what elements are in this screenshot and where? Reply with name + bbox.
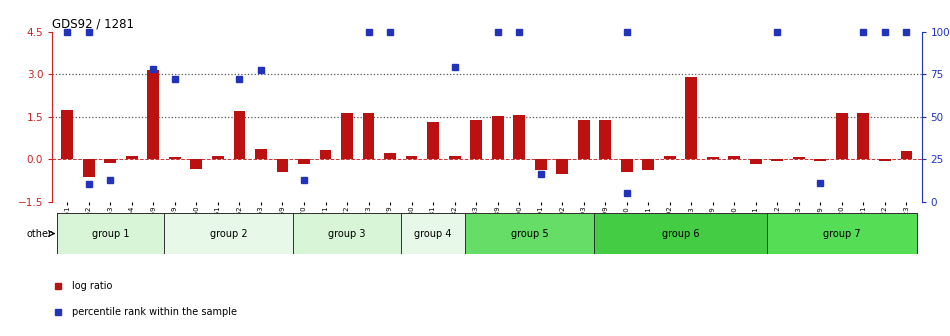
Bar bbox=[466, 213, 595, 254]
Bar bbox=[294, 213, 401, 254]
Bar bbox=[685, 77, 697, 159]
Bar bbox=[470, 120, 482, 159]
Text: log ratio: log ratio bbox=[72, 281, 112, 291]
Bar bbox=[164, 213, 294, 254]
Bar bbox=[767, 213, 917, 254]
Bar bbox=[578, 120, 590, 159]
Text: group 4: group 4 bbox=[414, 228, 452, 239]
Text: group 2: group 2 bbox=[210, 228, 248, 239]
Bar bbox=[104, 159, 116, 163]
Bar bbox=[126, 156, 138, 159]
Bar bbox=[901, 151, 912, 159]
Bar bbox=[620, 159, 633, 172]
Bar bbox=[707, 157, 719, 159]
Bar bbox=[169, 157, 180, 159]
Text: group 1: group 1 bbox=[91, 228, 129, 239]
Bar bbox=[319, 150, 332, 159]
Bar bbox=[492, 116, 504, 159]
Bar bbox=[191, 159, 202, 169]
Bar bbox=[298, 159, 310, 164]
Bar bbox=[255, 149, 267, 159]
Bar bbox=[814, 159, 826, 161]
Bar bbox=[599, 120, 611, 159]
Text: group 7: group 7 bbox=[823, 228, 861, 239]
Text: other: other bbox=[27, 228, 52, 239]
Bar bbox=[513, 115, 525, 159]
Bar bbox=[595, 213, 767, 254]
Bar bbox=[276, 159, 289, 172]
Bar bbox=[341, 113, 353, 159]
Bar bbox=[83, 159, 95, 177]
Bar bbox=[535, 159, 546, 170]
Bar bbox=[212, 156, 224, 159]
Text: group 5: group 5 bbox=[511, 228, 549, 239]
Bar bbox=[57, 213, 164, 254]
Bar bbox=[62, 110, 73, 159]
Bar bbox=[147, 70, 160, 159]
Bar bbox=[557, 159, 568, 174]
Bar bbox=[642, 159, 655, 170]
Bar bbox=[836, 113, 847, 159]
Bar bbox=[234, 111, 245, 159]
Bar bbox=[428, 122, 439, 159]
Text: group 6: group 6 bbox=[662, 228, 699, 239]
Bar bbox=[858, 113, 869, 159]
Bar bbox=[448, 156, 461, 159]
Text: GDS92 / 1281: GDS92 / 1281 bbox=[52, 18, 134, 31]
Bar bbox=[750, 159, 762, 164]
Bar bbox=[363, 113, 374, 159]
Bar bbox=[729, 156, 740, 159]
Bar bbox=[879, 159, 891, 161]
Text: group 3: group 3 bbox=[329, 228, 366, 239]
Text: percentile rank within the sample: percentile rank within the sample bbox=[72, 307, 238, 318]
Bar bbox=[664, 156, 675, 159]
Bar bbox=[793, 157, 805, 159]
Bar bbox=[406, 156, 417, 159]
Bar bbox=[771, 159, 783, 161]
Bar bbox=[401, 213, 466, 254]
Bar bbox=[384, 153, 396, 159]
